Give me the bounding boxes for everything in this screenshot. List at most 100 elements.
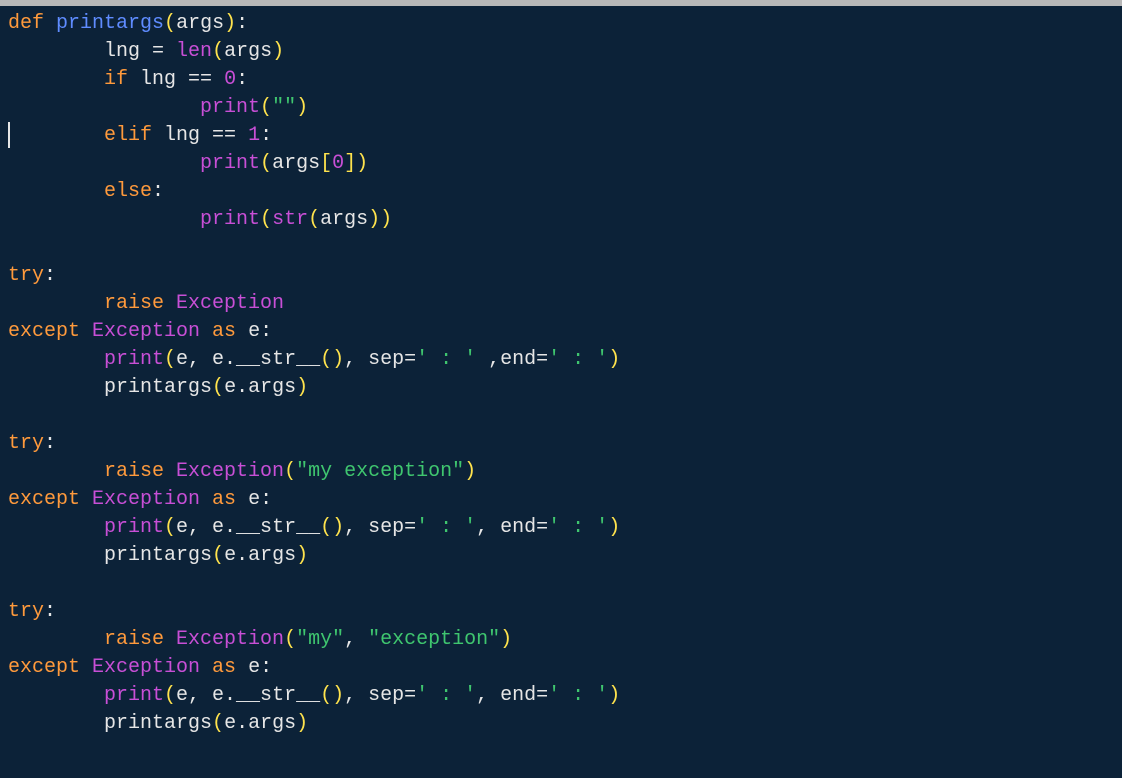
code-token: print (200, 208, 260, 231)
code-line[interactable]: except Exception as e: (8, 654, 1114, 682)
code-token (8, 516, 104, 539)
code-token: : (236, 12, 248, 35)
code-token: else (104, 180, 152, 203)
code-token: args (272, 152, 320, 175)
code-token: "my exception" (296, 460, 464, 483)
code-line[interactable]: print(args[0]) (8, 150, 1114, 178)
code-line[interactable]: try: (8, 598, 1114, 626)
code-token: ' : ' (416, 684, 476, 707)
code-token: = (404, 684, 416, 707)
code-token: ( (212, 40, 224, 63)
code-token (8, 68, 104, 91)
code-token: ( (164, 12, 176, 35)
code-token: e.args (224, 544, 296, 567)
code-token (8, 124, 104, 147)
code-token: ( (260, 96, 272, 119)
code-line[interactable]: elif lng == 1: (8, 122, 1114, 150)
code-line[interactable]: raise Exception (8, 290, 1114, 318)
code-editor[interactable]: def printargs(args): lng = len(args) if … (0, 6, 1122, 746)
code-token: if (104, 68, 140, 91)
code-token: try (8, 600, 44, 623)
code-line[interactable]: print("") (8, 94, 1114, 122)
code-token (8, 96, 200, 119)
code-token: print (200, 152, 260, 175)
code-token: e.args (224, 376, 296, 399)
code-token: Exception (176, 292, 284, 315)
code-token: except (8, 488, 92, 511)
code-token: ) (224, 12, 236, 35)
code-token: , sep (344, 348, 404, 371)
code-token: , sep (344, 684, 404, 707)
code-line[interactable]: if lng == 0: (8, 66, 1114, 94)
code-token: ) (608, 516, 620, 539)
code-token: ( (212, 712, 224, 735)
code-token: ' : ' (548, 684, 608, 707)
code-token: : (260, 124, 272, 147)
code-token: raise (104, 460, 176, 483)
code-line[interactable] (8, 402, 1114, 430)
code-token: lng (164, 124, 212, 147)
code-line[interactable] (8, 570, 1114, 598)
code-token: ) (368, 208, 380, 231)
code-token: except (8, 656, 92, 679)
code-token: try (8, 264, 44, 287)
code-token: printargs (8, 712, 212, 735)
code-token (8, 152, 200, 175)
code-line[interactable]: try: (8, 430, 1114, 458)
code-token: args (224, 40, 272, 63)
code-token: Exception (176, 460, 284, 483)
code-line[interactable]: print(e, e.__str__(), sep=' : ' ,end=' :… (8, 346, 1114, 374)
code-line[interactable]: printargs(e.args) (8, 374, 1114, 402)
code-token: Exception (92, 656, 212, 679)
code-line[interactable]: try: (8, 262, 1114, 290)
code-token: ) (296, 376, 308, 399)
code-line[interactable] (8, 234, 1114, 262)
code-token: ( (164, 348, 176, 371)
code-token (8, 292, 104, 315)
code-token: ) (380, 208, 392, 231)
code-token: = (536, 684, 548, 707)
code-token: : (152, 180, 164, 203)
code-token: == (188, 68, 224, 91)
code-token (8, 180, 104, 203)
code-line[interactable]: else: (8, 178, 1114, 206)
code-line[interactable]: printargs(e.args) (8, 710, 1114, 738)
code-token: raise (104, 628, 176, 651)
code-line[interactable]: def printargs(args): (8, 10, 1114, 38)
code-line[interactable]: printargs(e.args) (8, 542, 1114, 570)
code-token: ) (296, 712, 308, 735)
code-token: e, e.__str__ (176, 516, 320, 539)
code-line[interactable]: print(e, e.__str__(), sep=' : ', end=' :… (8, 682, 1114, 710)
code-token: ) (608, 348, 620, 371)
code-line[interactable]: raise Exception("my", "exception") (8, 626, 1114, 654)
code-token: = (536, 348, 548, 371)
code-line[interactable]: raise Exception("my exception") (8, 458, 1114, 486)
code-token: ( (164, 684, 176, 707)
code-token: ' : ' (416, 348, 476, 371)
code-token: , end (476, 684, 536, 707)
code-token: ) (272, 40, 284, 63)
code-token: ) (356, 152, 368, 175)
code-token: e, e.__str__ (176, 348, 320, 371)
code-token: print (104, 684, 164, 707)
code-line[interactable]: except Exception as e: (8, 486, 1114, 514)
code-token: e (248, 488, 260, 511)
code-line[interactable]: except Exception as e: (8, 318, 1114, 346)
code-token: () (320, 348, 344, 371)
code-token: ] (344, 152, 356, 175)
code-token: len (176, 40, 212, 63)
code-token: ' : ' (548, 516, 608, 539)
code-token: : (44, 432, 56, 455)
code-token: "exception" (368, 628, 500, 651)
code-token: = (536, 516, 548, 539)
code-token: args (176, 12, 224, 35)
code-token: ( (284, 460, 296, 483)
code-token: ( (164, 516, 176, 539)
code-token: str (272, 208, 308, 231)
code-line[interactable]: print(e, e.__str__(), sep=' : ', end=' :… (8, 514, 1114, 542)
code-line[interactable]: lng = len(args) (8, 38, 1114, 66)
code-token: "my" (296, 628, 344, 651)
code-token: , (344, 628, 368, 651)
code-line[interactable]: print(str(args)) (8, 206, 1114, 234)
code-token: "" (272, 96, 296, 119)
